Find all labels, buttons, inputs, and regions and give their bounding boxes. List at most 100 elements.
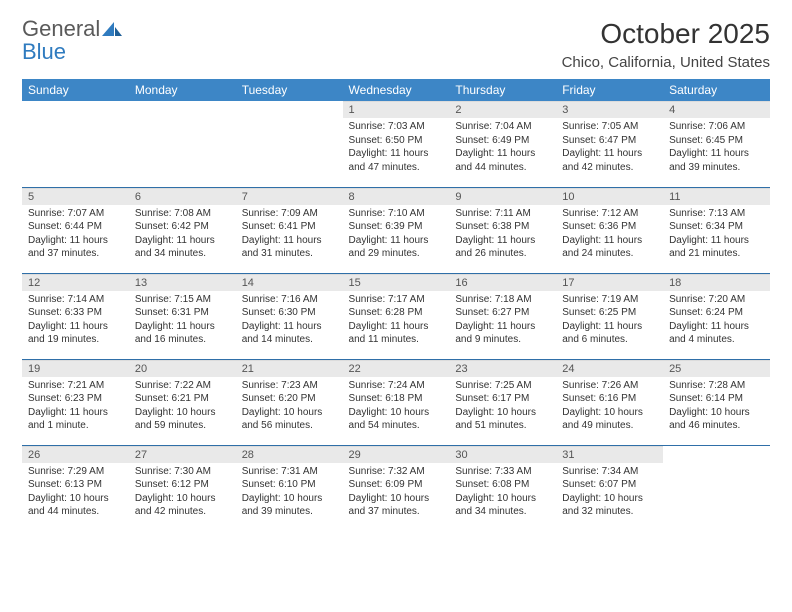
day-number: 7 bbox=[236, 188, 343, 205]
sunrise-text: Sunrise: 7:32 AM bbox=[349, 465, 444, 479]
calendar-day-cell: 5 Sunrise: 7:07 AMSunset: 6:44 PMDaylight… bbox=[22, 187, 129, 273]
calendar-day-cell: 21Sunrise: 7:23 AMSunset: 6:20 PMDayligh… bbox=[236, 359, 343, 445]
daylight-text: Daylight: 10 hours and 49 minutes. bbox=[562, 406, 657, 433]
day-number: 28 bbox=[236, 446, 343, 463]
daylight-text: Daylight: 10 hours and 54 minutes. bbox=[349, 406, 444, 433]
day-number: 9 bbox=[449, 188, 556, 205]
day-number: 30 bbox=[449, 446, 556, 463]
day-number: 23 bbox=[449, 360, 556, 377]
daylight-text: Daylight: 11 hours and 4 minutes. bbox=[669, 320, 764, 347]
sunset-text: Sunset: 6:49 PM bbox=[455, 134, 550, 148]
daylight-text: Daylight: 11 hours and 9 minutes. bbox=[455, 320, 550, 347]
sunrise-text: Sunrise: 7:30 AM bbox=[135, 465, 230, 479]
daylight-text: Daylight: 10 hours and 59 minutes. bbox=[135, 406, 230, 433]
day-number: 26 bbox=[22, 446, 129, 463]
day-details: Sunrise: 7:06 AMSunset: 6:45 PMDaylight:… bbox=[663, 118, 770, 178]
title-block: October 2025 Chico, California, United S… bbox=[562, 18, 770, 71]
day-details: Sunrise: 7:11 AMSunset: 6:38 PMDaylight:… bbox=[449, 205, 556, 265]
sunset-text: Sunset: 6:44 PM bbox=[28, 220, 123, 234]
day-number-blank bbox=[663, 446, 770, 462]
day-number: 16 bbox=[449, 274, 556, 291]
day-number: 4 bbox=[663, 101, 770, 118]
day-number: 8 bbox=[343, 188, 450, 205]
calendar-day-cell: 8Sunrise: 7:10 AMSunset: 6:39 PMDaylight… bbox=[343, 187, 450, 273]
calendar-day-cell: 9Sunrise: 7:11 AMSunset: 6:38 PMDaylight… bbox=[449, 187, 556, 273]
day-number: 27 bbox=[129, 446, 236, 463]
daylight-text: Daylight: 10 hours and 39 minutes. bbox=[242, 492, 337, 519]
daylight-text: Daylight: 11 hours and 16 minutes. bbox=[135, 320, 230, 347]
day-details: Sunrise: 7:22 AMSunset: 6:21 PMDaylight:… bbox=[129, 377, 236, 437]
daylight-text: Daylight: 10 hours and 37 minutes. bbox=[349, 492, 444, 519]
daylight-text: Daylight: 11 hours and 37 minutes. bbox=[28, 234, 123, 261]
sunset-text: Sunset: 6:16 PM bbox=[562, 392, 657, 406]
daylight-text: Daylight: 11 hours and 47 minutes. bbox=[349, 147, 444, 174]
day-details: Sunrise: 7:20 AMSunset: 6:24 PMDaylight:… bbox=[663, 291, 770, 351]
sunset-text: Sunset: 6:30 PM bbox=[242, 306, 337, 320]
logo-word-1: General bbox=[22, 16, 100, 41]
calendar-day-cell: 2Sunrise: 7:04 AMSunset: 6:49 PMDaylight… bbox=[449, 101, 556, 187]
sunrise-text: Sunrise: 7:31 AM bbox=[242, 465, 337, 479]
day-details: Sunrise: 7:24 AMSunset: 6:18 PMDaylight:… bbox=[343, 377, 450, 437]
sunset-text: Sunset: 6:07 PM bbox=[562, 478, 657, 492]
day-details: Sunrise: 7:34 AMSunset: 6:07 PMDaylight:… bbox=[556, 463, 663, 523]
daylight-text: Daylight: 11 hours and 21 minutes. bbox=[669, 234, 764, 261]
daylight-text: Daylight: 10 hours and 42 minutes. bbox=[135, 492, 230, 519]
sunrise-text: Sunrise: 7:17 AM bbox=[349, 293, 444, 307]
daylight-text: Daylight: 11 hours and 39 minutes. bbox=[669, 147, 764, 174]
calendar-week-row: 1Sunrise: 7:03 AMSunset: 6:50 PMDaylight… bbox=[22, 101, 770, 187]
sunset-text: Sunset: 6:23 PM bbox=[28, 392, 123, 406]
sunrise-text: Sunrise: 7:06 AM bbox=[669, 120, 764, 134]
calendar-week-row: 19Sunrise: 7:21 AMSunset: 6:23 PMDayligh… bbox=[22, 359, 770, 445]
day-details: Sunrise: 7:04 AMSunset: 6:49 PMDaylight:… bbox=[449, 118, 556, 178]
day-details: Sunrise: 7:25 AMSunset: 6:17 PMDaylight:… bbox=[449, 377, 556, 437]
calendar-day-cell: 14Sunrise: 7:16 AMSunset: 6:30 PMDayligh… bbox=[236, 273, 343, 359]
sunset-text: Sunset: 6:47 PM bbox=[562, 134, 657, 148]
sunset-text: Sunset: 6:39 PM bbox=[349, 220, 444, 234]
sunrise-text: Sunrise: 7:21 AM bbox=[28, 379, 123, 393]
sunset-text: Sunset: 6:50 PM bbox=[349, 134, 444, 148]
sunset-text: Sunset: 6:13 PM bbox=[28, 478, 123, 492]
calendar-day-cell: 3Sunrise: 7:05 AMSunset: 6:47 PMDaylight… bbox=[556, 101, 663, 187]
sunrise-text: Sunrise: 7:25 AM bbox=[455, 379, 550, 393]
calendar-day-cell: 25Sunrise: 7:28 AMSunset: 6:14 PMDayligh… bbox=[663, 359, 770, 445]
daylight-text: Daylight: 11 hours and 24 minutes. bbox=[562, 234, 657, 261]
calendar-day-cell: 16Sunrise: 7:18 AMSunset: 6:27 PMDayligh… bbox=[449, 273, 556, 359]
daylight-text: Daylight: 10 hours and 46 minutes. bbox=[669, 406, 764, 433]
sunrise-text: Sunrise: 7:07 AM bbox=[28, 207, 123, 221]
calendar-day-cell: 6Sunrise: 7:08 AMSunset: 6:42 PMDaylight… bbox=[129, 187, 236, 273]
sunrise-text: Sunrise: 7:11 AM bbox=[455, 207, 550, 221]
sunrise-text: Sunrise: 7:26 AM bbox=[562, 379, 657, 393]
day-details: Sunrise: 7:12 AMSunset: 6:36 PMDaylight:… bbox=[556, 205, 663, 265]
daylight-text: Daylight: 10 hours and 44 minutes. bbox=[28, 492, 123, 519]
weekday-header: Saturday bbox=[663, 79, 770, 101]
sunrise-text: Sunrise: 7:03 AM bbox=[349, 120, 444, 134]
logo-word-2: Blue bbox=[22, 41, 122, 63]
sunrise-text: Sunrise: 7:16 AM bbox=[242, 293, 337, 307]
day-details: Sunrise: 7:30 AMSunset: 6:12 PMDaylight:… bbox=[129, 463, 236, 523]
calendar-day-cell: 10Sunrise: 7:12 AMSunset: 6:36 PMDayligh… bbox=[556, 187, 663, 273]
day-details: Sunrise: 7:26 AMSunset: 6:16 PMDaylight:… bbox=[556, 377, 663, 437]
calendar-day-cell: 13Sunrise: 7:15 AMSunset: 6:31 PMDayligh… bbox=[129, 273, 236, 359]
sunrise-text: Sunrise: 7:05 AM bbox=[562, 120, 657, 134]
day-number: 5 bbox=[22, 188, 129, 205]
day-number-blank bbox=[129, 101, 236, 117]
calendar-day-cell: 19Sunrise: 7:21 AMSunset: 6:23 PMDayligh… bbox=[22, 359, 129, 445]
sunset-text: Sunset: 6:41 PM bbox=[242, 220, 337, 234]
day-number-blank bbox=[236, 101, 343, 117]
sunset-text: Sunset: 6:12 PM bbox=[135, 478, 230, 492]
sunset-text: Sunset: 6:14 PM bbox=[669, 392, 764, 406]
sunrise-text: Sunrise: 7:20 AM bbox=[669, 293, 764, 307]
sunset-text: Sunset: 6:08 PM bbox=[455, 478, 550, 492]
daylight-text: Daylight: 11 hours and 34 minutes. bbox=[135, 234, 230, 261]
location-subtitle: Chico, California, United States bbox=[562, 54, 770, 71]
sunset-text: Sunset: 6:45 PM bbox=[669, 134, 764, 148]
day-details: Sunrise: 7:15 AMSunset: 6:31 PMDaylight:… bbox=[129, 291, 236, 351]
day-details: Sunrise: 7:10 AMSunset: 6:39 PMDaylight:… bbox=[343, 205, 450, 265]
sunrise-text: Sunrise: 7:24 AM bbox=[349, 379, 444, 393]
calendar-day-cell: 22Sunrise: 7:24 AMSunset: 6:18 PMDayligh… bbox=[343, 359, 450, 445]
day-details: Sunrise: 7:03 AMSunset: 6:50 PMDaylight:… bbox=[343, 118, 450, 178]
day-details: Sunrise: 7:23 AMSunset: 6:20 PMDaylight:… bbox=[236, 377, 343, 437]
sunrise-text: Sunrise: 7:04 AM bbox=[455, 120, 550, 134]
day-number: 2 bbox=[449, 101, 556, 118]
sunset-text: Sunset: 6:38 PM bbox=[455, 220, 550, 234]
